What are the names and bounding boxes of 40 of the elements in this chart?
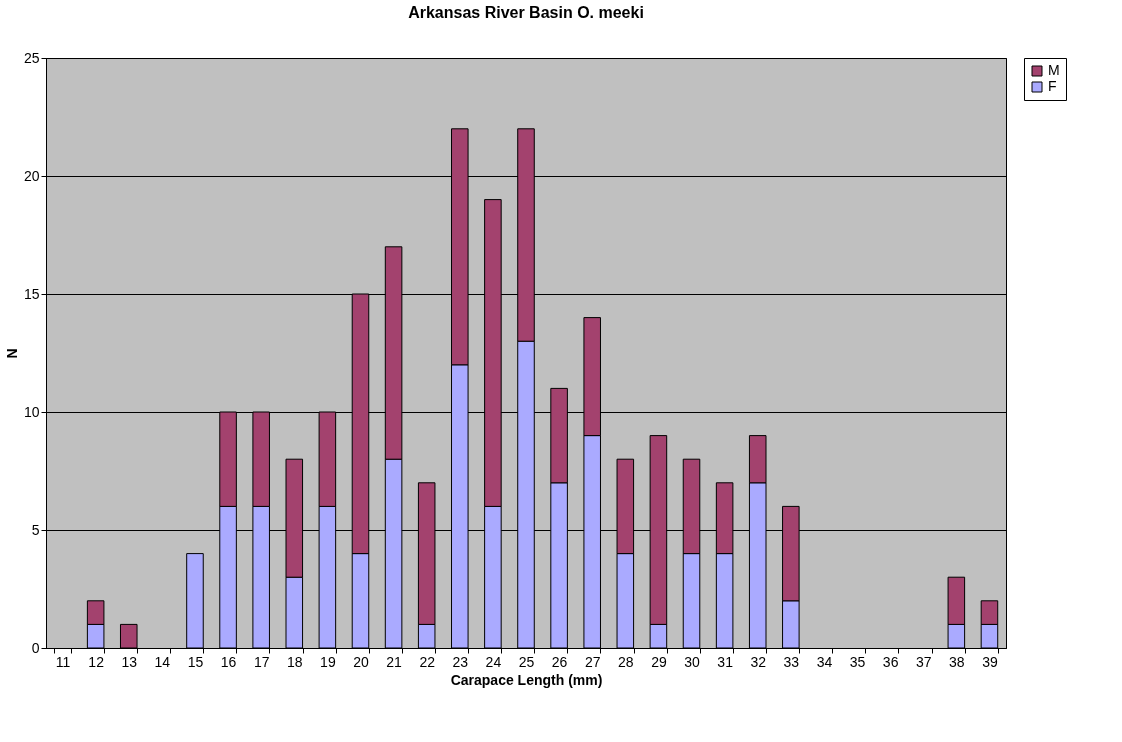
x-tick-label: 22 [419, 653, 436, 670]
x-tick-label: 19 [320, 653, 336, 670]
x-tick-label: 16 [220, 653, 237, 670]
x-tick-label: 36 [882, 653, 899, 670]
x-axis-title: Carapace Length (mm) [450, 671, 603, 688]
x-tick-label: 17 [253, 653, 270, 670]
x-tick-label: 30 [684, 653, 701, 670]
y-tick-label: 10 [23, 403, 40, 420]
x-tick-label: 20 [353, 653, 369, 670]
x-tick-label: 21 [386, 653, 403, 670]
x-tick-label: 33 [783, 653, 800, 670]
x-tick-label: 27 [584, 653, 601, 670]
x-tick-label: 39 [982, 653, 998, 670]
x-tick-label: 37 [915, 653, 932, 670]
x-tick-label: 26 [551, 653, 568, 670]
x-tick-label: 28 [618, 653, 634, 670]
x-tick-label: 25 [518, 653, 535, 670]
y-tick-label: 0 [31, 639, 40, 656]
x-tick-label: 18 [286, 653, 303, 670]
y-tick-label: 20 [23, 167, 40, 184]
x-tick-label: 34 [816, 653, 833, 670]
x-tick-label: 15 [187, 653, 204, 670]
legend-label: M [1048, 62, 1060, 78]
y-tick-label: 5 [31, 521, 40, 538]
x-tick-label: 13 [121, 653, 138, 670]
y-tick-label: 15 [23, 285, 40, 302]
x-tick-label: 14 [154, 653, 171, 670]
y-axis-title: N [3, 348, 20, 359]
x-tick-label: 12 [88, 653, 105, 670]
chart-title: Arkansas River Basin O. meeki [408, 4, 644, 21]
x-tick-label: 31 [717, 653, 734, 670]
legend-label: F [1048, 78, 1057, 94]
x-tick-label: 32 [750, 653, 767, 670]
x-tick-label: 35 [849, 653, 866, 670]
x-tick-label: 11 [55, 653, 71, 670]
x-tick-label: 29 [651, 653, 667, 670]
y-tick-label: 25 [23, 49, 40, 66]
x-tick-label: 23 [452, 653, 469, 670]
x-tick-label: 24 [485, 653, 502, 670]
x-tick-label: 38 [949, 653, 965, 670]
